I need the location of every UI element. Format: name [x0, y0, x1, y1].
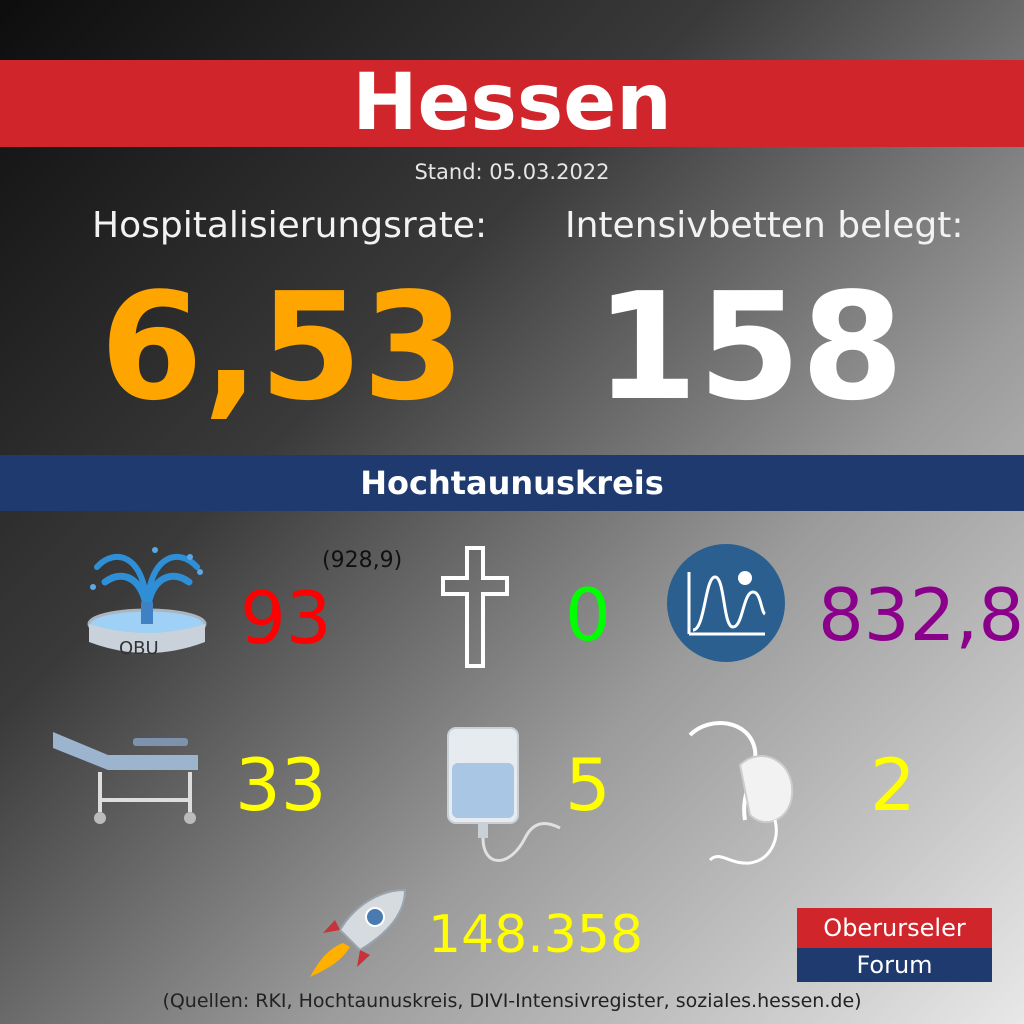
deaths-value: 0: [565, 573, 611, 657]
sources: (Quellen: RKI, Hochtaunuskreis, DIVI-Int…: [162, 990, 862, 1012]
vaccinations-value: 148.358: [428, 905, 644, 965]
hosp-rate-value: 6,53: [100, 261, 466, 433]
new-cases-value: 93: [240, 576, 332, 660]
page-title: Hessen: [352, 58, 672, 148]
icu-beds-value: 158: [595, 261, 904, 433]
hosp-rate-label: Hospitalisierungsrate:: [92, 205, 488, 246]
iv-bag-icon: [440, 718, 565, 877]
fountain-icon: OBU: [85, 542, 210, 667]
oxygen-mask-icon: [680, 720, 810, 869]
rocket-icon: [305, 885, 410, 984]
incidence-value: 832,8: [818, 573, 1024, 657]
incidence-chart-icon: [665, 542, 787, 668]
logo-line2: Forum: [797, 948, 992, 982]
obu-label: OBU: [119, 638, 159, 659]
cross-icon: [440, 545, 510, 674]
ventilated-value: 2: [870, 743, 916, 827]
district-banner: Hochtaunuskreis: [0, 455, 1024, 511]
hospital-value: 33: [235, 743, 327, 827]
title-banner: Hessen: [0, 60, 1024, 147]
icu-beds-label: Intensivbetten belegt:: [565, 205, 964, 246]
district-name: Hochtaunuskreis: [360, 464, 664, 502]
stretcher-icon: [48, 720, 208, 834]
stand-date: Stand: 05.03.2022: [414, 160, 610, 184]
icu-value: 5: [565, 743, 611, 827]
new-cases-note: (928,9): [322, 548, 403, 573]
logo-line1: Oberurseler: [797, 908, 992, 948]
